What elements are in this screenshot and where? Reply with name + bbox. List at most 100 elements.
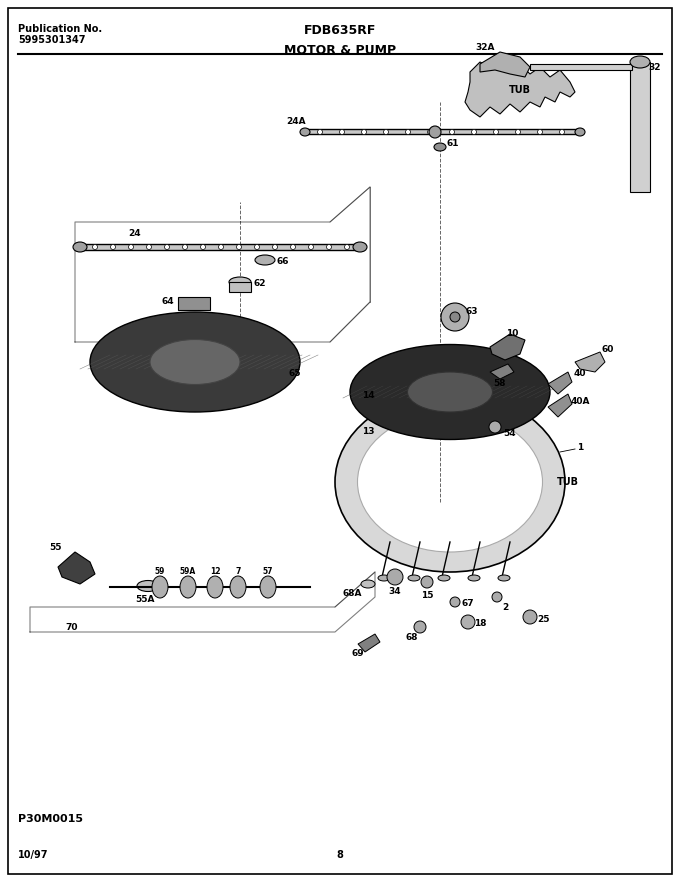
Ellipse shape	[230, 576, 246, 598]
Text: 69: 69	[352, 649, 364, 659]
Polygon shape	[58, 552, 95, 584]
Text: 24: 24	[129, 229, 141, 238]
Ellipse shape	[90, 312, 300, 412]
Circle shape	[405, 130, 411, 134]
Text: 59A: 59A	[180, 566, 196, 575]
Polygon shape	[480, 52, 530, 77]
Text: 55: 55	[49, 542, 61, 551]
Polygon shape	[305, 129, 580, 134]
Circle shape	[92, 244, 97, 250]
Ellipse shape	[361, 580, 375, 588]
Circle shape	[461, 615, 475, 629]
Ellipse shape	[150, 340, 240, 385]
Text: 57: 57	[262, 566, 273, 575]
Ellipse shape	[378, 575, 390, 581]
Text: 65: 65	[289, 370, 301, 378]
Text: 68: 68	[406, 632, 418, 641]
Ellipse shape	[438, 575, 450, 581]
Text: 70: 70	[66, 623, 78, 632]
Text: MOTOR & PUMP: MOTOR & PUMP	[284, 44, 396, 57]
Ellipse shape	[152, 576, 168, 598]
Circle shape	[110, 244, 116, 250]
Circle shape	[384, 130, 388, 134]
Ellipse shape	[408, 575, 420, 581]
Polygon shape	[490, 334, 525, 360]
Circle shape	[165, 244, 169, 250]
Ellipse shape	[407, 372, 492, 412]
Circle shape	[345, 244, 350, 250]
Circle shape	[237, 244, 241, 250]
Text: 62: 62	[254, 280, 267, 288]
Text: 10/97: 10/97	[18, 850, 48, 860]
Polygon shape	[575, 352, 605, 372]
Ellipse shape	[630, 56, 650, 68]
Circle shape	[290, 244, 296, 250]
Circle shape	[537, 130, 543, 134]
Text: 59: 59	[155, 566, 165, 575]
Circle shape	[326, 244, 332, 250]
Circle shape	[471, 130, 477, 134]
Circle shape	[414, 621, 426, 633]
Text: 12: 12	[209, 566, 220, 575]
Circle shape	[218, 244, 224, 250]
Ellipse shape	[137, 580, 159, 592]
Text: Publication No.: Publication No.	[18, 24, 102, 34]
Circle shape	[201, 244, 205, 250]
Ellipse shape	[350, 345, 550, 439]
Ellipse shape	[255, 255, 275, 265]
Circle shape	[429, 126, 441, 138]
Circle shape	[318, 130, 322, 134]
Polygon shape	[178, 297, 210, 310]
Circle shape	[560, 130, 564, 134]
Text: 63: 63	[466, 308, 478, 317]
Text: 25: 25	[537, 615, 549, 624]
Circle shape	[450, 312, 460, 322]
Text: 34: 34	[389, 587, 401, 596]
Polygon shape	[548, 394, 572, 417]
Text: 32A: 32A	[475, 42, 495, 51]
Text: TUB: TUB	[509, 85, 531, 95]
Ellipse shape	[180, 576, 196, 598]
Circle shape	[146, 244, 152, 250]
Circle shape	[254, 244, 260, 250]
Text: 1: 1	[577, 443, 583, 452]
Ellipse shape	[207, 576, 223, 598]
Text: 54: 54	[504, 430, 516, 438]
Text: P30M0015: P30M0015	[18, 814, 83, 824]
Circle shape	[339, 130, 345, 134]
Circle shape	[273, 244, 277, 250]
Text: 5995301347: 5995301347	[18, 35, 86, 45]
Polygon shape	[530, 64, 632, 70]
Circle shape	[428, 130, 432, 134]
Text: 8: 8	[337, 850, 343, 860]
Polygon shape	[465, 57, 575, 117]
Ellipse shape	[335, 392, 565, 572]
Circle shape	[450, 597, 460, 607]
Ellipse shape	[73, 242, 87, 252]
Text: 67: 67	[462, 600, 475, 609]
Text: 55A: 55A	[135, 595, 155, 604]
Ellipse shape	[358, 412, 543, 552]
Ellipse shape	[468, 575, 480, 581]
Text: TUB: TUB	[557, 477, 579, 487]
Circle shape	[515, 130, 520, 134]
Text: 15: 15	[421, 591, 433, 600]
Polygon shape	[229, 282, 251, 292]
Text: 32: 32	[649, 63, 661, 71]
Circle shape	[489, 421, 501, 433]
Polygon shape	[358, 634, 380, 652]
Text: 66: 66	[277, 258, 289, 266]
Ellipse shape	[300, 128, 310, 136]
Text: 61: 61	[447, 139, 459, 148]
Ellipse shape	[229, 277, 251, 287]
Text: 60: 60	[602, 346, 614, 355]
Text: 40: 40	[574, 370, 586, 378]
Polygon shape	[490, 364, 514, 379]
Text: 18: 18	[474, 619, 486, 629]
Text: 40A: 40A	[571, 398, 590, 407]
Circle shape	[441, 303, 469, 331]
Circle shape	[387, 569, 403, 585]
Polygon shape	[548, 372, 572, 394]
Ellipse shape	[260, 576, 276, 598]
Ellipse shape	[575, 128, 585, 136]
